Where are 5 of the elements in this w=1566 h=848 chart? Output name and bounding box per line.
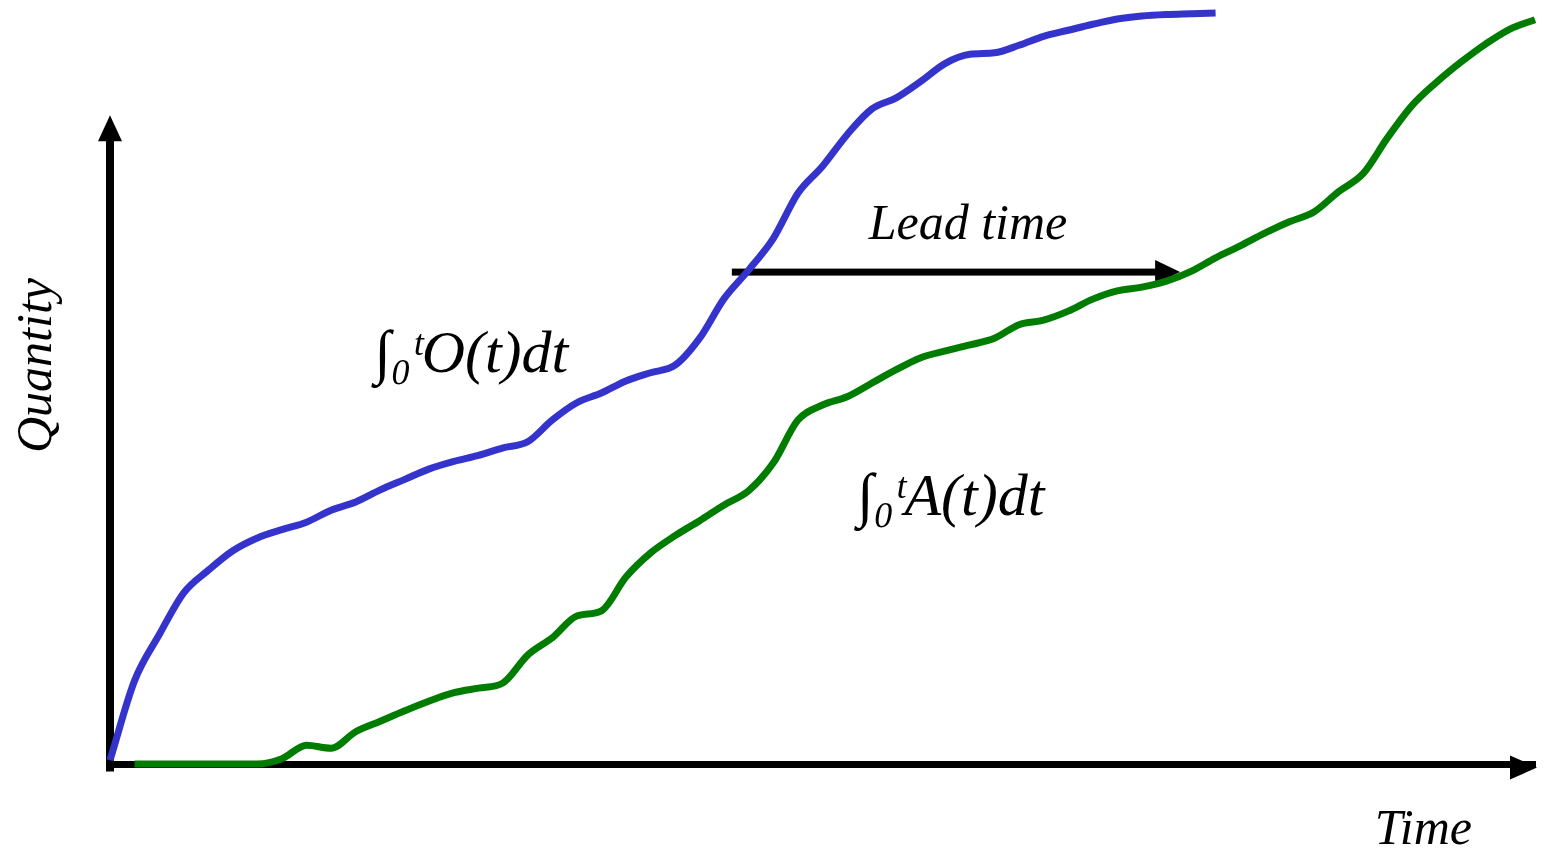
y-axis-title: Quantity xyxy=(6,277,63,453)
annotation: Lead time xyxy=(867,194,1068,251)
x-axis-title: Time xyxy=(1374,799,1472,848)
series-label: ∫₀ᵗA(t)dt xyxy=(854,461,1046,532)
series-label: ∫₀ᵗO(t)dt xyxy=(371,318,570,389)
